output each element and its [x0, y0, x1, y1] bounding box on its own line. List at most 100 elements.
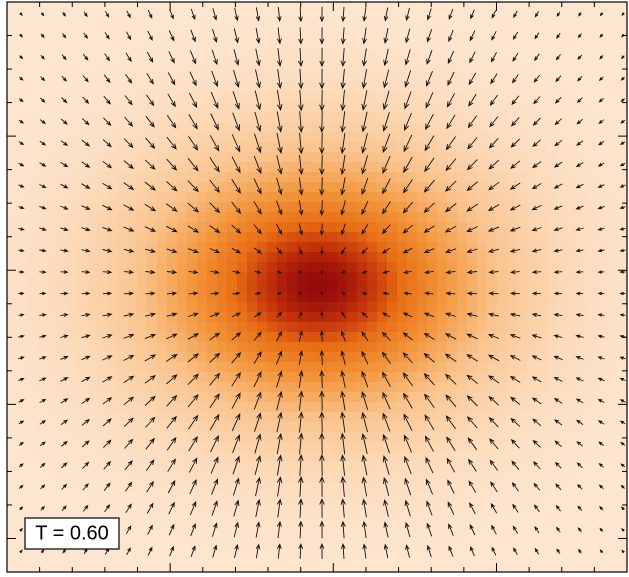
heat-cell: [547, 102, 558, 113]
heat-cell: [97, 212, 108, 223]
heat-cell: [177, 422, 188, 433]
heat-cell: [587, 362, 598, 373]
heat-cell: [17, 452, 28, 463]
heat-cell: [187, 502, 198, 513]
heat-cell: [337, 382, 348, 393]
heat-cell: [97, 432, 108, 443]
heat-cell: [17, 532, 28, 543]
arrow: [403, 413, 413, 431]
heat-cell: [287, 352, 298, 363]
heat-cell: [27, 352, 38, 363]
heat-cell: [17, 222, 28, 233]
heat-cell: [427, 82, 438, 93]
heat-cell: [487, 562, 498, 572]
arrow: [599, 55, 604, 60]
heat-cell: [7, 402, 18, 413]
heat-cell: [607, 282, 618, 293]
heat-cell: [477, 32, 488, 43]
heat-cell: [377, 412, 388, 423]
heat-cell: [137, 432, 148, 443]
heat-cell: [427, 172, 438, 183]
heat-cell: [227, 332, 238, 343]
heat-cell: [277, 502, 288, 513]
heat-cell: [267, 382, 278, 393]
heat-cell: [177, 472, 188, 483]
heat-cell: [7, 422, 18, 433]
heat-cell: [207, 382, 218, 393]
heat-cell: [217, 512, 228, 523]
heat-cell: [257, 552, 268, 563]
heat-cell: [347, 532, 358, 543]
heat-cell: [567, 192, 578, 203]
heat-cell: [587, 42, 598, 53]
arrow: [210, 456, 219, 474]
heat-cell: [547, 522, 558, 533]
heat-cell: [237, 132, 248, 143]
heat-cell: [517, 552, 528, 563]
heat-cell: [287, 42, 298, 53]
heat-cell: [277, 132, 288, 143]
heat-cell: [517, 212, 528, 223]
arrow: [319, 453, 325, 476]
heat-cell: [167, 262, 178, 273]
heat-cell: [527, 552, 538, 563]
heat-cell: [267, 322, 278, 333]
heat-cell: [97, 392, 108, 403]
heat-cell: [107, 362, 118, 373]
heat-cell: [527, 32, 538, 43]
heat-cell: [457, 212, 468, 223]
arrow: [188, 135, 199, 151]
heat-cell: [197, 132, 208, 143]
heat-cell: [467, 562, 478, 572]
heat-cell: [47, 552, 58, 563]
heat-cell: [377, 22, 388, 33]
heat-cell: [527, 532, 538, 543]
arrow: [39, 334, 47, 339]
heat-cell: [117, 32, 128, 43]
arrow: [123, 138, 134, 149]
heat-cell: [207, 172, 218, 183]
heat-cell: [527, 62, 538, 73]
arrow: [81, 248, 91, 253]
heat-cell: [97, 72, 108, 83]
heat-cell: [597, 542, 608, 553]
heat-cell: [607, 342, 618, 353]
heat-cell: [437, 162, 448, 173]
heat-cell: [537, 342, 548, 353]
heat-cell: [207, 42, 218, 53]
arrow: [212, 28, 218, 43]
heat-cell: [597, 332, 608, 343]
heat-cell: [597, 182, 608, 193]
heat-cell: [597, 272, 608, 283]
heat-cell: [467, 512, 478, 523]
heat-cell: [187, 322, 198, 333]
heat-cell: [567, 282, 578, 293]
heat-cell: [87, 302, 98, 313]
heat-cell: [267, 252, 278, 263]
heat-cell: [617, 92, 627, 103]
heat-cell: [197, 442, 208, 453]
heat-cell: [7, 272, 18, 283]
heat-cell: [537, 162, 548, 173]
heat-cell: [327, 252, 338, 263]
heat-cell: [437, 72, 448, 83]
heat-cell: [327, 122, 338, 133]
heat-cell: [247, 472, 258, 483]
arrow: [39, 227, 47, 231]
arrow: [340, 177, 346, 196]
heat-cell: [347, 432, 358, 443]
heat-cell: [197, 432, 208, 443]
heat-cell: [367, 562, 378, 572]
heat-cell: [197, 332, 208, 343]
heat-cell: [477, 112, 488, 123]
heat-cell: [347, 292, 358, 303]
heat-cell: [37, 142, 48, 153]
heat-cell: [437, 332, 448, 343]
heat-cell: [187, 512, 198, 523]
arrow: [104, 504, 111, 513]
arrow: [19, 527, 23, 532]
heat-cell: [17, 272, 28, 283]
heat-cell: [227, 132, 238, 143]
heat-cell: [17, 302, 28, 313]
arrow: [361, 177, 369, 196]
